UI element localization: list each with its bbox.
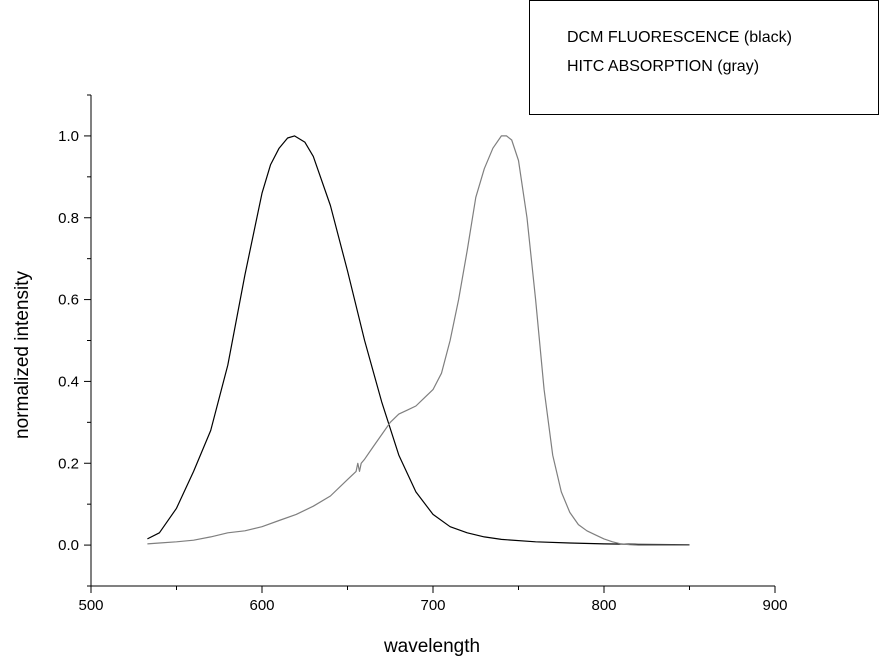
x-axis: 500 600 700 800 900	[78, 585, 788, 614]
x-tick-label: 600	[249, 597, 274, 614]
x-tick-label: 500	[78, 597, 103, 614]
y-axis: 0.0 0.2 0.4 0.6 0.8 1.0	[58, 94, 92, 587]
y-tick-label: 0.0	[58, 537, 79, 554]
legend: DCM FLUORESCENCE (black) HITC ABSORPTION…	[529, 0, 879, 115]
legend-box	[529, 0, 879, 115]
y-tick-label: 0.4	[58, 373, 79, 390]
hitc-absorption-line	[147, 135, 690, 546]
dcm-fluorescence-line	[147, 135, 690, 546]
y-axis-title: normalized intensity	[12, 271, 33, 439]
x-tick-label: 800	[591, 597, 616, 614]
legend-entry-hitc: HITC ABSORPTION (gray)	[567, 58, 759, 75]
y-tick-label: 0.8	[58, 210, 79, 227]
series-layer	[147, 135, 690, 546]
legend-entry-dcm: DCM FLUORESCENCE (black)	[567, 29, 792, 46]
x-axis-title: wavelength	[383, 636, 480, 657]
x-tick-label: 900	[762, 597, 787, 614]
x-tick-label: 700	[420, 597, 445, 614]
y-tick-label: 1.0	[58, 128, 79, 145]
y-tick-label: 0.6	[58, 292, 79, 309]
y-tick-label: 0.2	[58, 455, 79, 472]
